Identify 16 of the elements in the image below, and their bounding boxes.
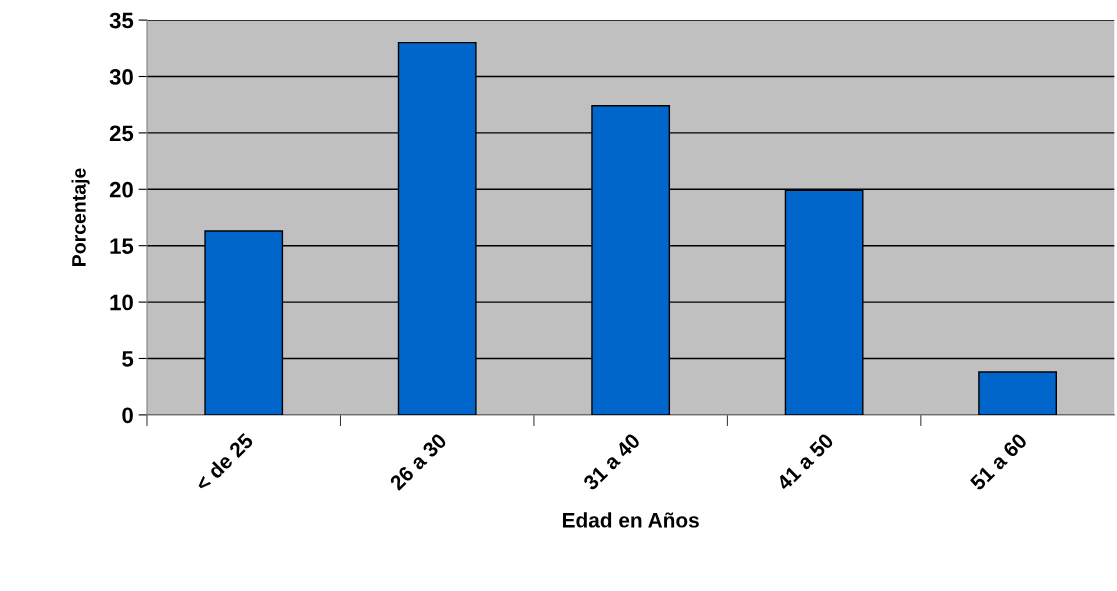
x-tick-label: 26 a 30	[388, 432, 448, 492]
x-tick-label: 41 a 50	[775, 432, 835, 492]
x-tick-label: 31 a 40	[582, 432, 641, 492]
x-tick-label: 51 a 60	[969, 432, 1028, 492]
y-tick-label: 15	[110, 238, 134, 254]
y-tick-label: 20	[109, 181, 133, 198]
bar	[978, 371, 1057, 415]
y-tick-label: 5	[122, 351, 134, 367]
y-tick-label: 25	[109, 125, 134, 142]
y-axis-title: Porcentaje	[71, 168, 90, 266]
x-axis-title: Edad en Años	[562, 512, 699, 528]
y-tick-label: 30	[109, 69, 133, 85]
y-tick-label: 35	[109, 12, 134, 29]
y-tick-label: 10	[110, 294, 133, 311]
y-tick-label: 0	[122, 407, 133, 424]
x-tick-label: < de 25	[193, 431, 255, 493]
